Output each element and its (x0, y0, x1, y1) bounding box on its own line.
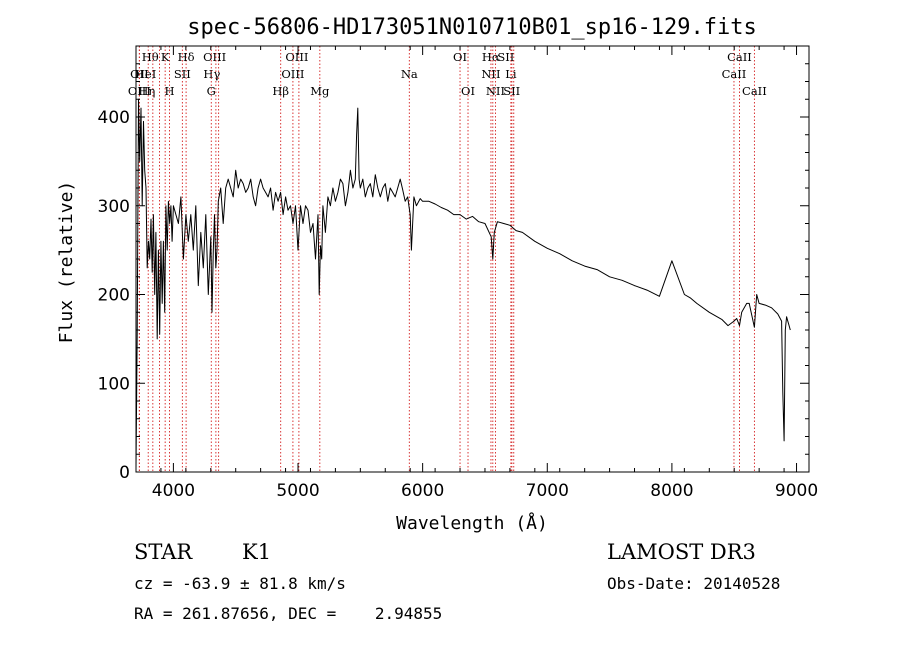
x-tick-label: 9000 (775, 481, 818, 501)
line-label-OIII: OIII (281, 67, 304, 81)
obs-date: Obs-Date: 20140528 (607, 574, 781, 593)
coordinates: RA = 261.87656, DEC = 2.94855 (134, 604, 443, 623)
x-axis-label: Wavelength (Å) (396, 512, 548, 534)
line-label-OIII: OIII (285, 50, 308, 64)
line-label-HeI: HeI (135, 67, 156, 81)
line-label-Hγ: Hγ (203, 67, 220, 81)
line-label-SII: SII (174, 67, 191, 81)
line-label-OIII: OIII (128, 84, 151, 98)
line-label-SII: SII (497, 50, 514, 64)
redshift-readout: cz = -63.9 ± 81.8 km/s (134, 574, 346, 593)
line-label-G: G (207, 84, 216, 98)
line-label-Hθ: Hθ (142, 50, 159, 64)
object-subclass: K1 (242, 540, 272, 564)
line-label-NII: NII (481, 67, 500, 81)
survey-name: LAMOST DR3 (607, 540, 756, 564)
y-tick-label: 200 (98, 286, 130, 306)
line-label-NII: NII (486, 84, 505, 98)
y-tick-label: 300 (98, 197, 130, 217)
plot-frame (135, 45, 810, 473)
y-tick-label: 100 (98, 374, 130, 394)
line-label-SII: SII (503, 84, 520, 98)
line-label-K: K (161, 50, 170, 64)
y-axis-label: Flux (relative) (56, 181, 77, 344)
x-tick-label: 8000 (650, 481, 693, 501)
line-label-OI: OI (461, 84, 475, 98)
plot-area: 4000 5000 6000 7000 8000 9000 0 100 200 300 400 (98, 45, 818, 501)
y-tick-label: 0 (119, 463, 130, 483)
x-tick-label: 6000 (401, 481, 444, 501)
x-tick-label: 4000 (152, 481, 195, 501)
chart-title: spec-56806-HD173051N010710B01_sp16-129.f… (187, 15, 757, 40)
spectrum-line (135, 98, 791, 468)
line-label-Na: Na (401, 67, 418, 81)
x-tick-label: 5000 (276, 481, 319, 501)
line-label-CaII: CaII (722, 67, 747, 81)
object-class: STAR (134, 540, 193, 564)
y-tick-label: 400 (98, 108, 130, 128)
line-label-Hβ: Hβ (272, 84, 289, 98)
line-label-Hη: Hη (138, 84, 155, 98)
line-label-CaII: CaII (727, 50, 752, 64)
line-label-CaII: CaII (742, 84, 767, 98)
line-label-Li: Li (505, 67, 517, 81)
x-tick-label: 7000 (526, 481, 569, 501)
line-label-OI: OI (453, 50, 467, 64)
line-label-OIII: OIII (203, 50, 226, 64)
line-label-Mg: Mg (310, 84, 330, 98)
line-label-H: H (165, 84, 175, 98)
line-label-Hδ: Hδ (178, 50, 195, 64)
